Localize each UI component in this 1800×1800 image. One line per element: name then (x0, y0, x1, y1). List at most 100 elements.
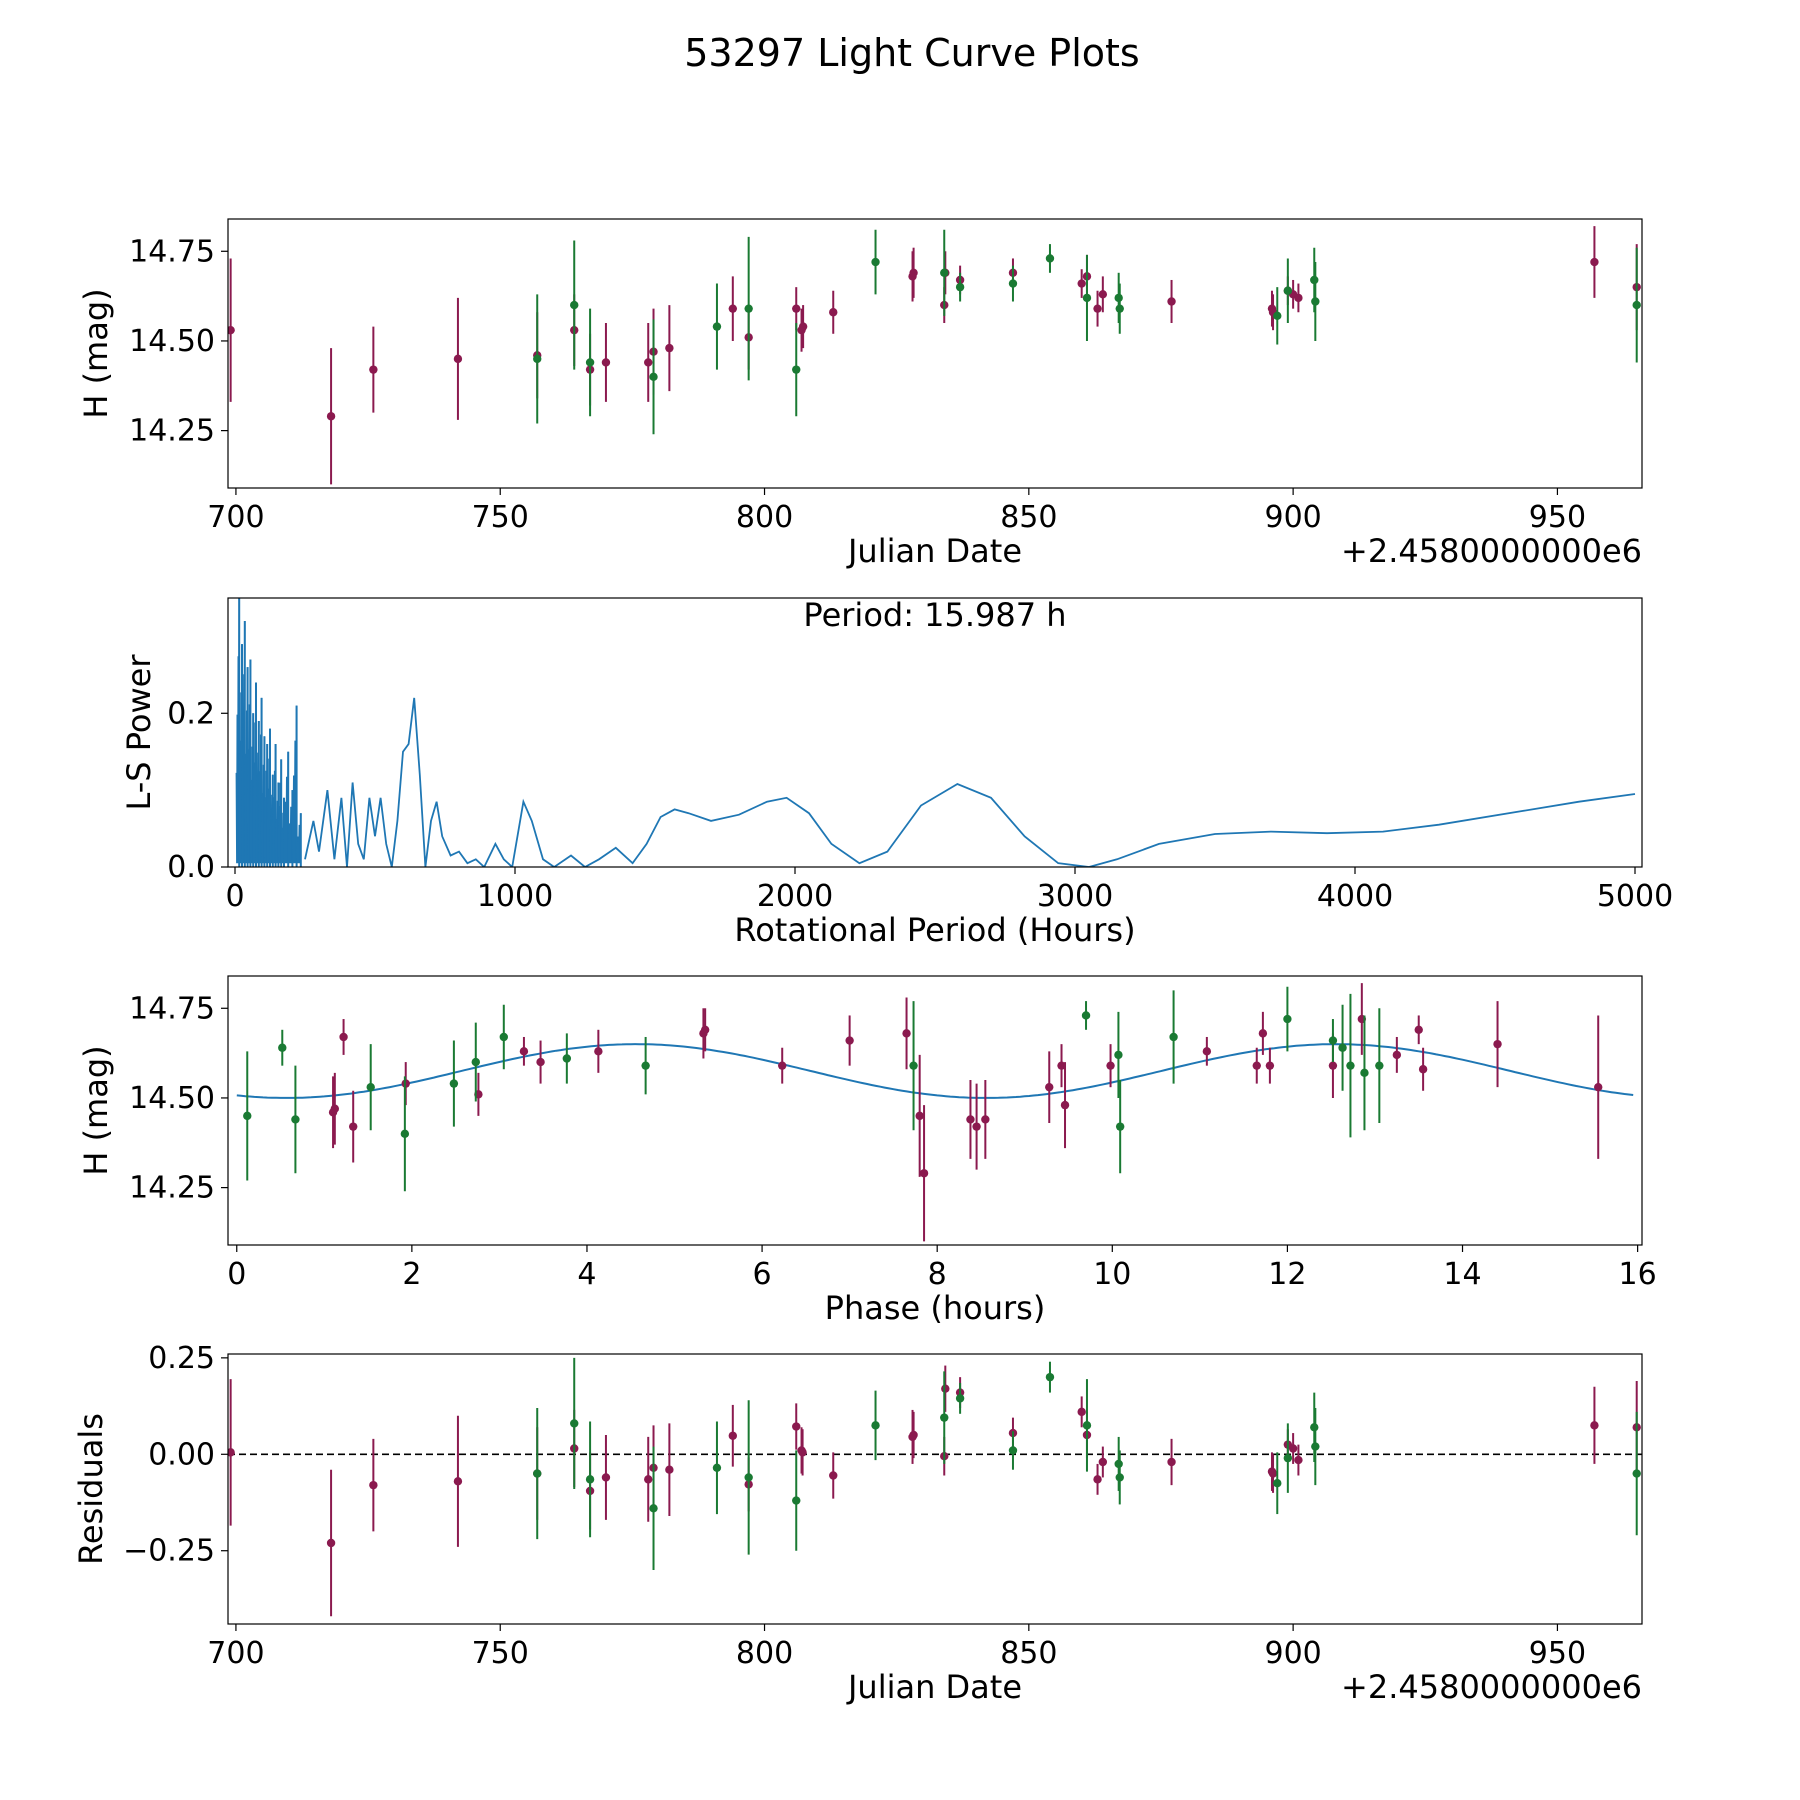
y-tick-label: 14.50 (129, 1081, 215, 1116)
x-tick-label: 8 (928, 1257, 947, 1292)
data-point-red (966, 1080, 975, 1159)
x-tick-label: 0 (225, 879, 244, 914)
marker (665, 343, 674, 353)
x-tick-label: 5000 (1597, 879, 1673, 914)
plot-area (228, 226, 1641, 485)
data-point-green (533, 294, 542, 424)
marker (594, 1047, 603, 1056)
marker (585, 358, 595, 367)
data-point-red (909, 1411, 918, 1459)
data-point-red (1418, 1047, 1428, 1091)
marker (1081, 1011, 1091, 1020)
panel-lightcurve: 700 750 800 850 900 950 14.25 14.50 14.75 Julian … (77, 218, 1643, 570)
x-offset-label: +2.4580000000e6 (1341, 1668, 1642, 1706)
marker (778, 1061, 787, 1070)
marker (649, 1504, 658, 1513)
x-tick-label: 750 (472, 500, 529, 535)
marker (1202, 1047, 1212, 1056)
marker (1360, 1068, 1369, 1078)
y-tick-label: 14.25 (129, 414, 215, 449)
data-point-red (1392, 1036, 1402, 1073)
data-point-green (366, 1044, 375, 1131)
marker (499, 1032, 508, 1042)
marker (1008, 1446, 1018, 1455)
panel-phased: 0 2 4 6 8 10 12 14 16 14.25 14.50 14.75 Phase (hours… (77, 975, 1657, 1327)
marker (1045, 1082, 1054, 1092)
x-tick-label: 900 (1264, 500, 1321, 535)
data-point-green (940, 1371, 949, 1464)
data-point-red (453, 1415, 463, 1547)
data-point-red (1202, 1036, 1212, 1066)
marker (940, 268, 949, 277)
marker (1106, 1061, 1115, 1070)
y-tick-label: 0.2 (167, 696, 215, 731)
data-point-green (400, 1076, 410, 1192)
x-tick-label: 4000 (1317, 879, 1393, 914)
marker (915, 1111, 924, 1121)
data-point-green (1114, 1011, 1123, 1098)
marker (243, 1111, 252, 1121)
data-point-green (1346, 993, 1355, 1138)
data-point-green (940, 229, 949, 316)
marker (649, 372, 658, 382)
data-point-red (798, 305, 808, 349)
y-axis-label: L-S Power (120, 654, 158, 811)
data-point-red (1093, 1463, 1102, 1495)
data-point-green (499, 1004, 508, 1070)
data-point-red (1093, 290, 1102, 327)
data-point-red (1060, 1062, 1070, 1149)
marker (829, 1471, 838, 1480)
data-point-red (1288, 279, 1298, 309)
data-point-green (744, 1400, 753, 1555)
data-point-green (243, 1051, 252, 1181)
marker (1493, 1039, 1502, 1049)
panel-residuals: 700 750 800 850 900 950 −0.25 0.00 0.25 Julian Da… (72, 1341, 1643, 1706)
marker (1008, 279, 1018, 288)
marker (955, 1394, 965, 1403)
data-point-green (792, 323, 801, 417)
marker (1294, 1455, 1303, 1465)
marker (665, 1465, 674, 1474)
x-tick-label: 10 (1093, 1257, 1131, 1292)
marker (1346, 1061, 1355, 1070)
data-point-green (1338, 1004, 1347, 1091)
axes-frame (227, 597, 1643, 868)
marker (519, 1047, 529, 1056)
data-point-red (330, 1072, 340, 1145)
marker (326, 412, 336, 421)
data-point-green (449, 1040, 459, 1127)
x-tick-label: 4 (577, 1257, 596, 1292)
marker (1060, 1100, 1070, 1110)
data-point-green (1115, 1080, 1125, 1174)
data-point-green (649, 319, 658, 435)
marker (533, 1469, 542, 1478)
marker (1115, 1473, 1124, 1482)
data-point-green (744, 236, 753, 381)
marker (330, 1104, 340, 1113)
marker (1310, 1423, 1319, 1432)
data-point-green (1283, 1423, 1293, 1493)
x-tick-label: 1000 (477, 879, 553, 914)
axes-frame (227, 1353, 1643, 1625)
x-tick-label: 2 (402, 1257, 421, 1292)
marker (1045, 254, 1055, 263)
data-point-green (1311, 1408, 1320, 1486)
marker (1632, 300, 1641, 310)
y-tick-label: 14.50 (129, 324, 215, 359)
marker (601, 358, 611, 367)
x-tick-label: 850 (1000, 1636, 1057, 1671)
marker (792, 1422, 801, 1431)
marker (366, 1082, 375, 1092)
data-point-red (981, 1080, 990, 1159)
marker (533, 354, 542, 364)
data-point-green (641, 1036, 650, 1095)
data-point-green (1115, 1450, 1124, 1505)
marker (1288, 1444, 1298, 1453)
y-tick-label: 0.0 (167, 850, 215, 885)
data-point-red (644, 323, 653, 402)
marker (339, 1032, 348, 1042)
x-offset-label: +2.4580000000e6 (1341, 532, 1642, 570)
x-tick-label: 850 (1000, 500, 1057, 535)
data-point-green (712, 283, 722, 370)
